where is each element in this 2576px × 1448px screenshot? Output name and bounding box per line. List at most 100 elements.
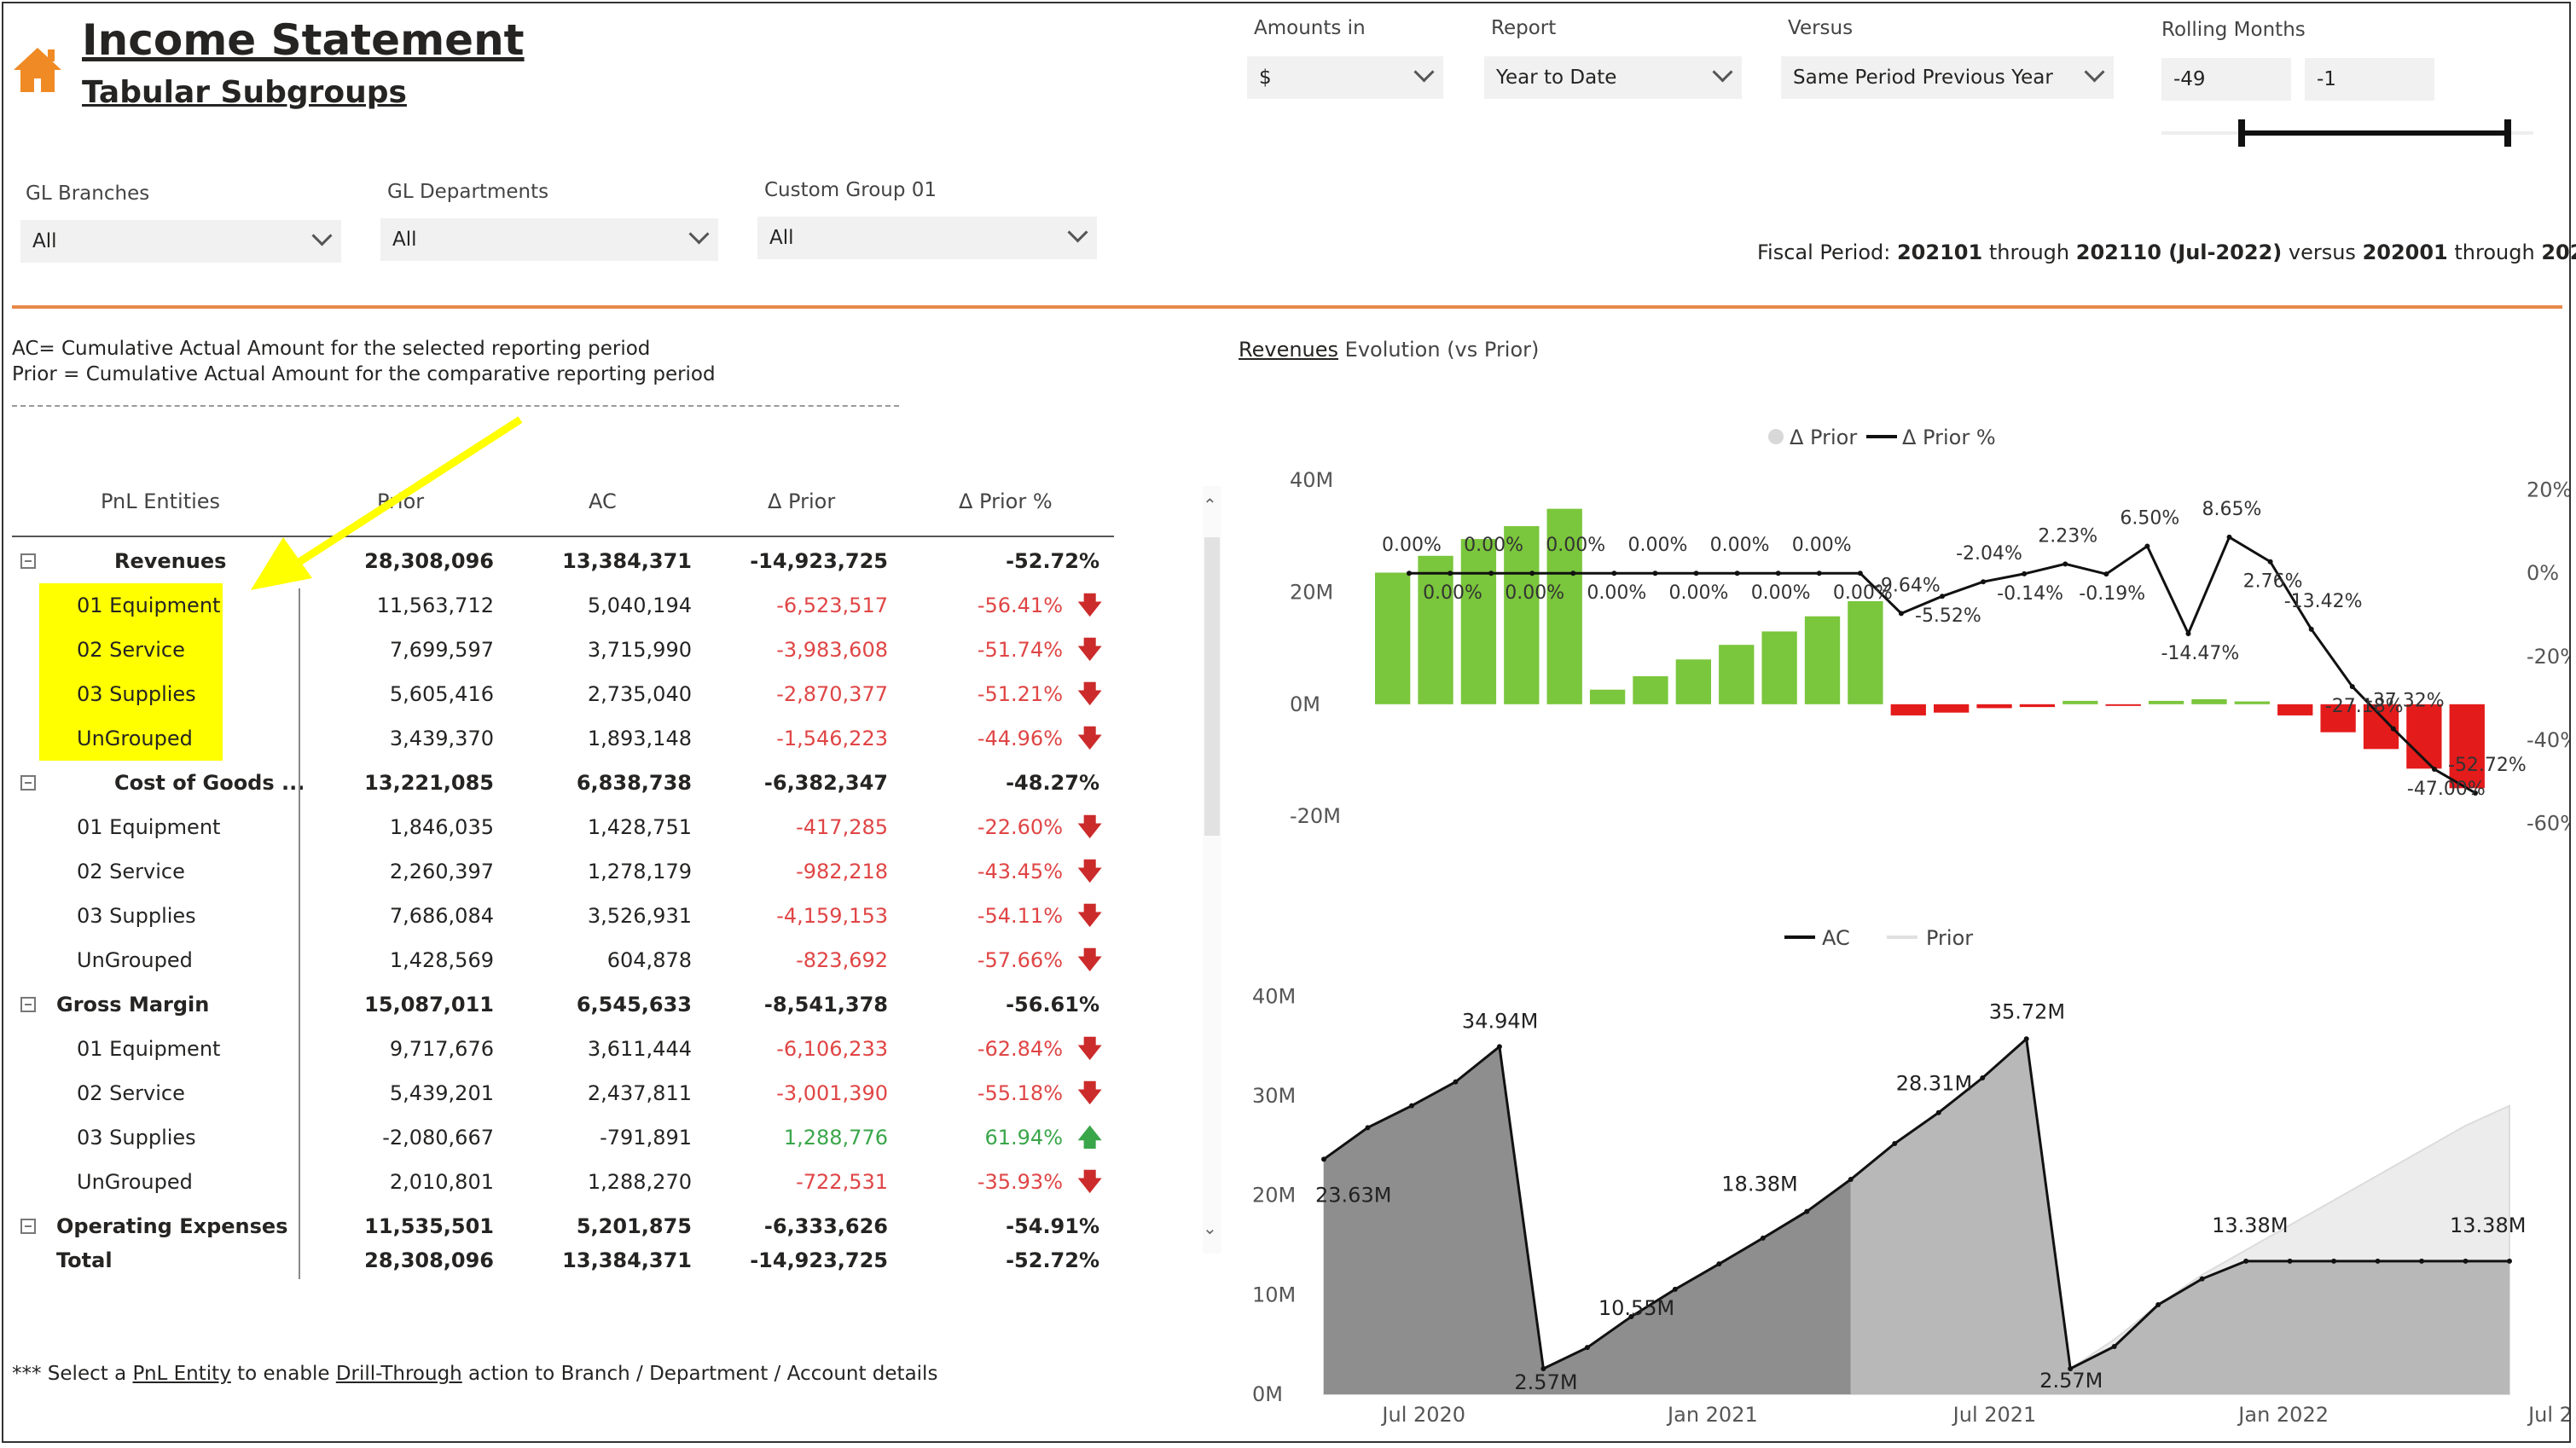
chart-title-link[interactable]: Revenues	[1239, 338, 1339, 362]
delta-pct-point	[2144, 543, 2150, 549]
table-row[interactable]: 01 Equipment 11,563,712 5,040,194 -6,523,51…	[12, 583, 1112, 628]
row-label[interactable]: Revenues	[114, 549, 227, 573]
ac-point	[2419, 1258, 2425, 1264]
cell-ac: 13,384,371	[562, 1248, 692, 1272]
home-icon[interactable]	[12, 44, 63, 96]
table-row-group[interactable]: Revenues 28,308,096 13,384,371 -14,923,725 -…	[12, 539, 1112, 583]
delta-pct-label: -13.42%	[2284, 591, 2363, 612]
table-row[interactable]: 02 Service 7,699,597 3,715,990 -3,983,608 -5…	[12, 628, 1112, 672]
row-label[interactable]: UnGrouped	[77, 1170, 193, 1194]
row-label[interactable]: 03 Supplies	[77, 904, 196, 928]
delta-pct-label: 0.00%	[1751, 582, 1811, 604]
fiscal-period: Fiscal Period: 202101 through 202110 (Ju…	[1757, 240, 2576, 264]
legend-ac: AC	[1822, 926, 1850, 950]
row-label[interactable]: 02 Service	[77, 1081, 185, 1105]
delta-pct-label: 0.00%	[1546, 535, 1605, 556]
page-subtitle[interactable]: Tabular Subgroups	[82, 75, 407, 110]
table-row[interactable]: UnGrouped 2,010,801 1,288,270 -722,531 -35.9…	[12, 1160, 1112, 1204]
delta-pct-point	[1407, 571, 1412, 576]
ac-data-label: 28.31M	[1896, 1072, 1972, 1096]
cell-ac: 6,545,633	[576, 993, 692, 1016]
versus-dropdown[interactable]: Same Period Previous Year	[1781, 56, 2114, 99]
row-label[interactable]: 01 Equipment	[77, 594, 221, 617]
delta-bar	[1719, 645, 1755, 704]
scroll-up-icon[interactable]: ⌃	[1203, 495, 1217, 515]
table-row-group[interactable]: Gross Margin 15,087,011 6,545,633 -8,541,37…	[12, 982, 1112, 1027]
collapse-icon[interactable]	[20, 1219, 36, 1234]
delta-pct-label: 6.50%	[2120, 507, 2179, 529]
custom-group-dropdown[interactable]: All	[757, 217, 1097, 259]
collapse-icon[interactable]	[20, 775, 36, 791]
table-row[interactable]: 03 Supplies 5,605,416 2,735,040 -2,870,377 -…	[12, 672, 1112, 716]
ac-point	[1453, 1079, 1459, 1085]
ac-point	[1804, 1208, 1810, 1214]
row-label[interactable]: 01 Equipment	[77, 1037, 221, 1061]
delta-pct-label: -2.04%	[1956, 543, 2022, 565]
row-label[interactable]: UnGrouped	[77, 727, 193, 750]
row-label[interactable]: Operating Expenses	[56, 1214, 288, 1238]
table-row[interactable]: 01 Equipment 1,846,035 1,428,751 -417,285 -2…	[12, 805, 1112, 849]
delta-bar	[1589, 689, 1626, 704]
row-label[interactable]: Cost of Goods ...	[114, 771, 305, 795]
x-tick-label: Jan 2022	[2237, 1403, 2329, 1427]
table-row-group[interactable]: Total 28,308,096 13,384,371 -14,923,725 -52.…	[12, 1238, 1112, 1283]
rolling-to-input[interactable]: -1	[2305, 58, 2434, 101]
y-tick-label: 30M	[1252, 1084, 1296, 1108]
table-row[interactable]: UnGrouped 1,428,569 604,878 -823,692 -57.66%…	[12, 938, 1112, 982]
delta-pct-point	[2390, 726, 2396, 732]
slider-handle-right[interactable]	[2504, 119, 2511, 147]
row-label[interactable]: 02 Service	[77, 860, 185, 883]
gl-branches-dropdown[interactable]: All	[20, 220, 341, 263]
row-label[interactable]: 03 Supplies	[77, 682, 196, 706]
delta-pct-point	[2103, 571, 2109, 577]
table-row-group[interactable]: Cost of Goods ... 13,221,085 6,838,738 -6,3…	[12, 761, 1112, 805]
revenue-ac-prior-chart[interactable]: AC Prior 40M 30M 20M 10M 0M 23.63M 34.94M 2.57M 10…	[1239, 917, 2569, 1428]
row-label[interactable]: Total	[56, 1248, 113, 1272]
collapse-icon[interactable]	[20, 997, 36, 1012]
table-row[interactable]: 01 Equipment 9,717,676 3,611,444 -6,106,233…	[12, 1027, 1112, 1071]
report-dropdown[interactable]: Year to Date	[1484, 56, 1742, 99]
cell-ac: 5,040,194	[587, 594, 692, 617]
rolling-from-input[interactable]: -49	[2161, 58, 2291, 101]
cell-prior: 7,686,084	[389, 904, 494, 928]
row-label[interactable]: 01 Equipment	[77, 815, 221, 839]
table-row[interactable]: 03 Supplies -2,080,667 -791,891 1,288,776 61…	[12, 1115, 1112, 1160]
rolling-slider[interactable]	[2161, 119, 2533, 147]
cell-prior: 2,010,801	[389, 1170, 494, 1194]
table-row[interactable]: 02 Service 5,439,201 2,437,811 -3,001,390 -5…	[12, 1071, 1112, 1115]
gl-branches-value: All	[32, 230, 57, 252]
cell-ac: 1,428,751	[587, 815, 692, 839]
table-row[interactable]: 03 Supplies 7,686,084 3,526,931 -4,159,153 -…	[12, 894, 1112, 938]
cell-prior: 5,439,201	[389, 1081, 494, 1105]
row-label[interactable]: Gross Margin	[56, 993, 210, 1016]
table-row-group[interactable]: Operating Expenses 11,535,501 5,201,875 -6,…	[12, 1204, 1112, 1248]
slider-handle-left[interactable]	[2238, 119, 2245, 147]
ac-data-label: 13.38M	[2212, 1213, 2288, 1237]
delta-bar	[1546, 508, 1582, 704]
chevron-down-icon	[688, 223, 710, 245]
table-row[interactable]: UnGrouped 3,439,370 1,893,148 -1,546,223 -44…	[12, 716, 1112, 761]
note-prior: Prior = Cumulative Actual Amount for the…	[12, 363, 716, 385]
y-tick-label: 20M	[1290, 580, 1333, 604]
header-ac: AC	[589, 489, 617, 513]
amounts-dropdown[interactable]: $	[1247, 56, 1443, 99]
cell-delta-prior: -6,523,517	[776, 594, 888, 617]
gl-departments-dropdown[interactable]: All	[380, 218, 718, 261]
x-tick-label: Jul 2020	[1380, 1403, 1465, 1427]
delta-pct-point	[1981, 579, 1987, 585]
y-tick-label: 10M	[1252, 1283, 1296, 1306]
ac-point	[1496, 1044, 1502, 1050]
cell-delta-prior: -6,333,626	[763, 1214, 888, 1238]
ac-area-segment	[1850, 1039, 2509, 1394]
row-label[interactable]: UnGrouped	[77, 948, 193, 972]
collapse-icon[interactable]	[20, 553, 36, 569]
ac-point	[1672, 1286, 1678, 1292]
row-label[interactable]: 02 Service	[77, 638, 185, 662]
row-label[interactable]: 03 Supplies	[77, 1126, 196, 1150]
scroll-down-icon[interactable]: ⌄	[1203, 1218, 1217, 1238]
revenue-delta-chart[interactable]: Δ Prior Δ Prior % 40M 20M 0M -20M 20% 0% -20% -40…	[1239, 401, 2569, 878]
scrollbar-thumb[interactable]	[1204, 537, 1220, 836]
delta-pct-point	[2022, 571, 2028, 576]
cell-ac: 1,288,270	[587, 1170, 692, 1194]
table-row[interactable]: 02 Service 2,260,397 1,278,179 -982,218 -43.…	[12, 849, 1112, 894]
